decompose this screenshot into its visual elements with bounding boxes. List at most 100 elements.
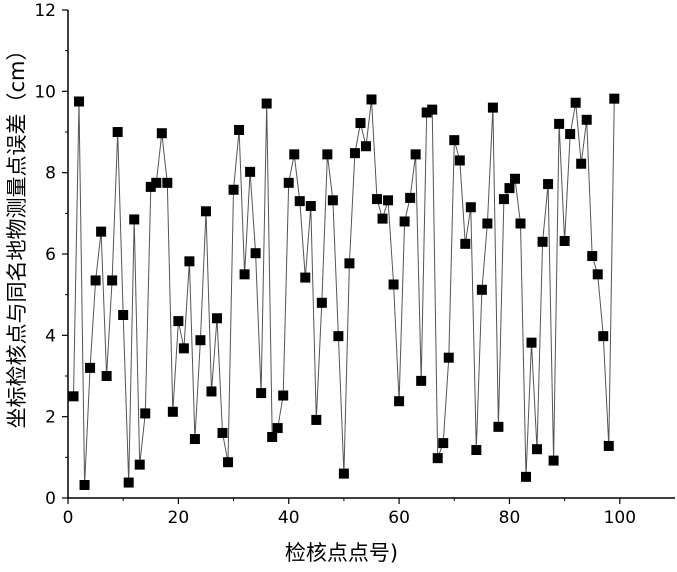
data-point — [206, 386, 217, 397]
data-point — [151, 177, 162, 188]
data-point — [432, 453, 443, 464]
data-point — [487, 102, 498, 113]
data-point — [283, 177, 294, 188]
data-point — [438, 438, 449, 449]
data-point — [498, 194, 509, 205]
y-axis-title: 坐标检核点与同名地物测量点误差（cm） — [5, 39, 29, 428]
data-point — [355, 118, 366, 129]
data-point — [532, 444, 543, 455]
data-point — [101, 371, 112, 381]
data-point — [294, 196, 305, 207]
data-point — [493, 421, 504, 432]
y-tick-label: 12 — [34, 1, 56, 21]
data-point — [123, 477, 134, 488]
x-tick-label: 100 — [604, 508, 636, 528]
data-point — [476, 284, 487, 295]
data-point — [587, 251, 598, 262]
data-point — [405, 192, 416, 203]
data-point — [189, 434, 200, 445]
data-point — [526, 337, 537, 348]
data-point — [129, 214, 140, 225]
data-point — [250, 248, 261, 259]
data-point — [460, 238, 471, 249]
data-point — [140, 408, 151, 419]
data-point — [559, 235, 570, 246]
data-point — [338, 468, 349, 479]
data-points — [68, 93, 620, 490]
data-point — [85, 362, 96, 373]
data-point — [300, 272, 311, 283]
data-point — [261, 98, 272, 109]
data-point — [449, 135, 460, 146]
data-point — [383, 195, 394, 206]
data-point — [548, 455, 559, 466]
data-point — [521, 471, 532, 482]
data-point — [239, 269, 250, 280]
data-point — [609, 93, 620, 104]
data-point — [515, 218, 526, 229]
data-point — [167, 406, 178, 417]
data-point — [554, 118, 565, 129]
data-point — [471, 445, 482, 456]
y-tick-label: 10 — [34, 82, 56, 102]
data-point — [305, 201, 316, 212]
data-point — [399, 216, 410, 227]
data-point — [145, 181, 156, 192]
data-point — [537, 236, 548, 247]
data-point — [465, 202, 476, 213]
y-tick-label: 4 — [45, 326, 56, 346]
data-point — [504, 183, 515, 194]
data-point — [311, 414, 322, 425]
data-point — [272, 423, 283, 434]
data-point — [333, 331, 344, 342]
data-point — [289, 149, 300, 160]
data-point — [372, 194, 383, 205]
data-point — [107, 275, 118, 286]
data-point — [410, 149, 421, 160]
data-point — [416, 375, 427, 386]
data-point — [394, 396, 405, 407]
data-point — [576, 158, 587, 169]
data-point — [162, 177, 173, 188]
data-point — [90, 275, 101, 286]
x-tick-label: 20 — [168, 508, 190, 528]
data-point — [200, 206, 211, 217]
data-point — [96, 226, 107, 237]
data-point — [278, 390, 289, 401]
data-point — [195, 335, 206, 346]
data-point — [74, 96, 85, 107]
data-point — [581, 114, 592, 125]
data-point — [421, 107, 432, 118]
data-point — [178, 343, 189, 354]
y-tick-label: 8 — [45, 164, 56, 184]
data-point — [592, 269, 603, 280]
x-tick-label: 80 — [499, 508, 521, 528]
data-point — [316, 297, 327, 308]
data-point — [366, 94, 377, 105]
y-tick-label: 6 — [45, 245, 56, 265]
data-point — [427, 104, 438, 115]
y-tick-label: 2 — [45, 408, 56, 428]
data-point — [118, 310, 129, 320]
data-point — [570, 97, 581, 108]
data-point — [256, 388, 267, 399]
data-point — [443, 352, 454, 363]
data-point — [68, 391, 79, 402]
data-point — [388, 279, 399, 290]
data-point — [211, 313, 222, 324]
data-point — [79, 479, 90, 490]
data-point — [184, 256, 195, 267]
data-point — [327, 195, 338, 206]
series-line — [73, 98, 615, 486]
data-point — [223, 457, 234, 468]
data-point — [482, 218, 493, 229]
axes — [67, 10, 675, 499]
x-tick-label: 0 — [63, 508, 74, 528]
data-point — [509, 173, 520, 184]
data-point — [322, 149, 333, 160]
ticks: 0 2 4 6 8 10 12 0 20 40 60 80 100 — [34, 1, 636, 528]
x-tick-label: 60 — [388, 508, 410, 528]
data-point — [245, 166, 256, 177]
data-point — [234, 124, 245, 135]
